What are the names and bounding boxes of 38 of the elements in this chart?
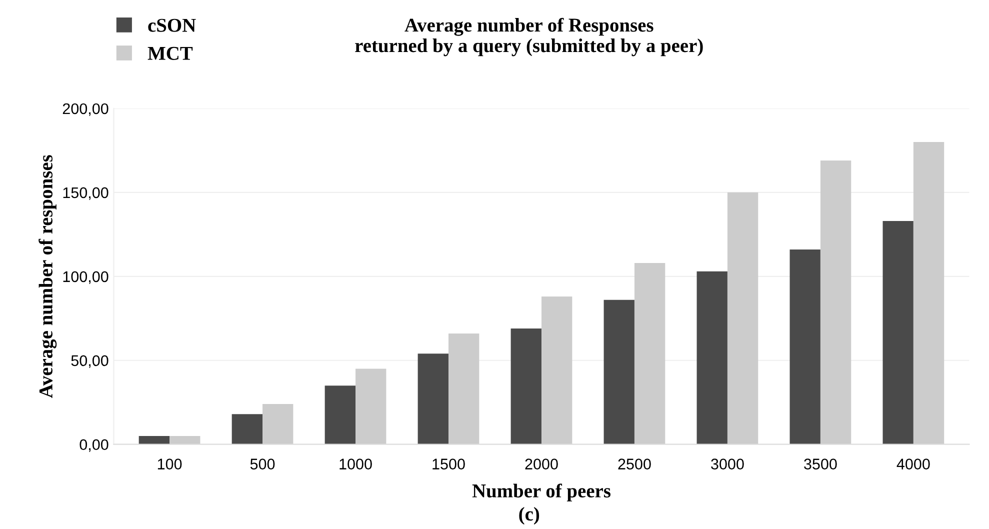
bar <box>604 300 634 444</box>
legend-label: MCT <box>148 46 193 60</box>
bar <box>324 386 356 444</box>
y-tick-label: 50,00 <box>71 355 108 368</box>
y-tick-label: 0,00 <box>80 439 108 452</box>
bar <box>541 296 572 444</box>
bar <box>634 262 666 444</box>
x-tick-label: 2000 <box>525 458 558 470</box>
y-axis-title: Average number of responses <box>38 155 57 398</box>
bar <box>262 404 294 444</box>
y-tick-label: 150,00 <box>63 187 108 200</box>
chart-title: Average number of Responses returned by a query (submitted by a peer) <box>355 18 703 56</box>
bar <box>790 250 820 444</box>
bar <box>356 368 386 444</box>
x-tick-label: 4000 <box>896 458 930 470</box>
bar <box>232 414 263 444</box>
bar <box>448 334 480 444</box>
x-axis-title: Number of peers <box>472 484 610 502</box>
bar <box>913 142 944 444</box>
bar <box>510 328 542 444</box>
x-tick-label: 500 <box>250 458 275 470</box>
x-tick-label: 100 <box>158 458 182 470</box>
x-tick-label: 3000 <box>711 458 744 470</box>
bar <box>820 160 852 444</box>
bar <box>696 271 728 444</box>
bar <box>138 436 170 444</box>
legend-label: cSON <box>148 18 196 32</box>
x-tick-label: 3500 <box>804 458 837 470</box>
y-tick-label: 100,00 <box>63 271 108 284</box>
x-tick-label: 2500 <box>618 458 651 470</box>
text: (c) <box>519 506 540 525</box>
bar <box>727 192 758 444</box>
x-tick-label: 1500 <box>432 458 465 470</box>
bar <box>882 220 914 444</box>
y-tick-label: 200,00 <box>62 103 108 116</box>
bar <box>170 436 200 444</box>
bar <box>418 354 448 444</box>
x-tick-label: 1000 <box>340 458 372 470</box>
